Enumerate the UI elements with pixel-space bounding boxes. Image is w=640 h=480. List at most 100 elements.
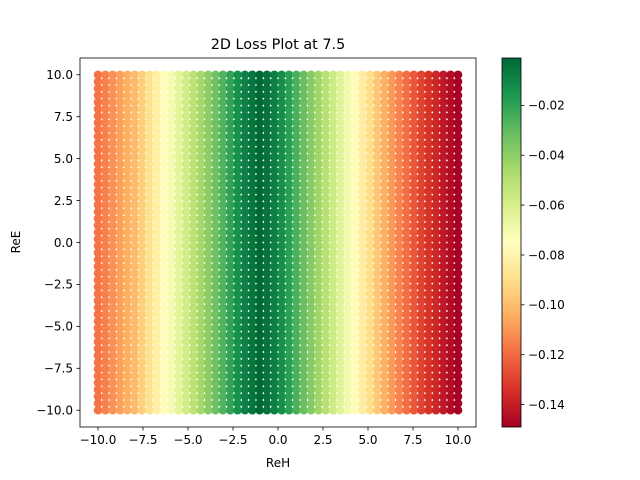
scatter-point [431, 330, 441, 340]
scatter-point [159, 262, 169, 271]
scatter-point [137, 227, 147, 237]
scatter-point [123, 227, 132, 237]
scatter-point [130, 193, 140, 203]
scatter-point [387, 405, 397, 415]
scatter-point [159, 399, 169, 408]
scatter-point [314, 159, 323, 169]
scatter-point [255, 70, 264, 80]
scatter-point [145, 132, 154, 141]
scatter-point [203, 234, 213, 244]
scatter-point [218, 303, 228, 312]
scatter-point [380, 77, 389, 86]
scatter-point [343, 358, 353, 367]
scatter-point [152, 289, 162, 299]
scatter-point [218, 296, 228, 305]
scatter-point [424, 241, 433, 251]
scatter-point [218, 118, 228, 127]
colorbar-tick-label: −0.12 [528, 348, 565, 362]
scatter-point [350, 84, 360, 93]
scatter-point [108, 392, 117, 401]
scatter-point [358, 214, 367, 223]
scatter-point [101, 392, 110, 401]
scatter-point [343, 132, 353, 141]
scatter-point [409, 323, 419, 333]
scatter-point [277, 262, 286, 271]
scatter-point [211, 262, 220, 271]
scatter-point [255, 316, 264, 326]
scatter-point [431, 221, 441, 230]
scatter-point [270, 316, 279, 326]
scatter-point [218, 241, 228, 251]
scatter-point [380, 145, 389, 155]
scatter-point [453, 166, 463, 175]
scatter-point [402, 248, 411, 258]
scatter-point [343, 392, 353, 401]
scatter-point [203, 241, 213, 251]
scatter-point [211, 282, 220, 292]
scatter-point [306, 330, 316, 340]
scatter-point [343, 145, 353, 155]
scatter-point [431, 282, 441, 292]
scatter-point [174, 91, 184, 100]
scatter-point [225, 303, 235, 312]
scatter-point [262, 159, 272, 169]
scatter-point [336, 371, 345, 381]
scatter-point [394, 289, 404, 299]
scatter-point [211, 344, 220, 353]
scatter-point [365, 358, 375, 367]
scatter-point [299, 200, 309, 210]
scatter-point [446, 330, 455, 340]
scatter-point [137, 399, 147, 408]
scatter-point [306, 180, 316, 189]
scatter-point [262, 97, 272, 107]
scatter-point [145, 378, 154, 388]
scatter-point [350, 145, 360, 155]
scatter-point [108, 173, 117, 182]
scatter-point [255, 392, 264, 401]
scatter-point [211, 152, 220, 162]
scatter-point [328, 145, 338, 155]
scatter-point [416, 173, 426, 182]
scatter-point [284, 97, 294, 107]
scatter-point [365, 385, 375, 394]
scatter-point [262, 104, 272, 114]
scatter-point [358, 138, 367, 148]
scatter-point [145, 296, 154, 305]
scatter-point [174, 70, 184, 80]
scatter-point [321, 186, 331, 196]
scatter-point [439, 221, 448, 230]
scatter-point [240, 91, 250, 100]
scatter-point [446, 371, 455, 381]
scatter-point [181, 344, 191, 353]
scatter-point [365, 166, 375, 175]
scatter-point [93, 186, 103, 196]
scatter-point [203, 262, 213, 271]
scatter-point [211, 173, 220, 182]
scatter-point [409, 234, 419, 244]
scatter-point [358, 344, 367, 353]
scatter-point [372, 221, 382, 230]
scatter-point [336, 358, 345, 367]
scatter-point [328, 84, 338, 93]
scatter-point [145, 351, 154, 360]
scatter-point [247, 405, 257, 415]
scatter-point [358, 77, 367, 86]
scatter-point [350, 118, 360, 127]
scatter-point [159, 282, 169, 292]
scatter-point [409, 405, 419, 415]
scatter-point [336, 337, 345, 347]
scatter-point [416, 337, 426, 347]
scatter-point [365, 255, 375, 264]
scatter-point [225, 118, 235, 127]
scatter-point [439, 310, 448, 319]
scatter-point [167, 97, 176, 107]
scatter-point [328, 282, 338, 292]
scatter-point [108, 282, 117, 292]
scatter-point [380, 91, 389, 100]
scatter-point [123, 234, 132, 244]
scatter-point [93, 378, 103, 388]
scatter-point [446, 337, 455, 347]
scatter-point [453, 214, 463, 223]
scatter-point [115, 159, 125, 169]
scatter-point [284, 358, 294, 367]
